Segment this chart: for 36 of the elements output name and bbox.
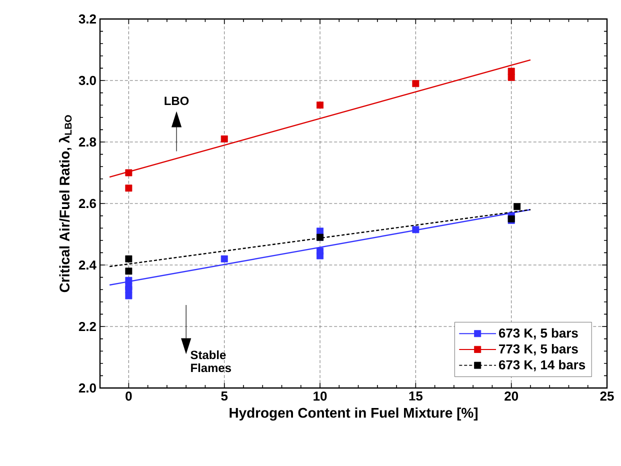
point: [125, 292, 132, 300]
y-tick-label: 2.2: [78, 322, 96, 332]
x-tick-label: 10: [314, 392, 327, 401]
annotation: Stable Flames: [190, 350, 231, 372]
y-tick-label: 2.8: [78, 137, 96, 147]
legend-label: 673 K, 5 bars: [498, 328, 578, 340]
point: [125, 286, 132, 294]
x-axis-title: Hydrogen Content in Fuel Mixture [%]: [230, 408, 478, 421]
point: [125, 276, 132, 284]
point: [316, 102, 324, 109]
point: [125, 184, 132, 192]
point: [220, 255, 228, 262]
y-tick-label: 3.2: [78, 14, 96, 24]
y-tick-label: 2.4: [78, 260, 96, 270]
y-axis-title: Critical Air/Fuel Ratio, λ$_{LBO}$: [58, 115, 72, 292]
point: [220, 135, 228, 142]
point: [514, 203, 521, 210]
point: [125, 255, 132, 262]
point: [508, 74, 515, 81]
x-tick-label: 20: [504, 392, 518, 401]
x-tick-label: 5: [221, 392, 228, 401]
point: [125, 169, 132, 176]
point: [316, 252, 324, 260]
y-tick-label: 3.0: [78, 76, 96, 86]
x-tick-label: 15: [409, 392, 423, 401]
point: [508, 68, 515, 75]
y-tick-label: 2.0: [78, 383, 96, 393]
point: [412, 226, 420, 234]
y-tick-label: 2.6: [78, 198, 96, 208]
point: [125, 268, 132, 275]
x-tick-label: 25: [600, 392, 614, 401]
legend-label: 773 K, 5 bars: [499, 344, 578, 356]
annotation: LBO: [164, 96, 189, 106]
legend-label: 673 K, 14 bars: [498, 360, 586, 372]
x-tick-label: 0: [126, 392, 132, 401]
point: [412, 80, 420, 88]
